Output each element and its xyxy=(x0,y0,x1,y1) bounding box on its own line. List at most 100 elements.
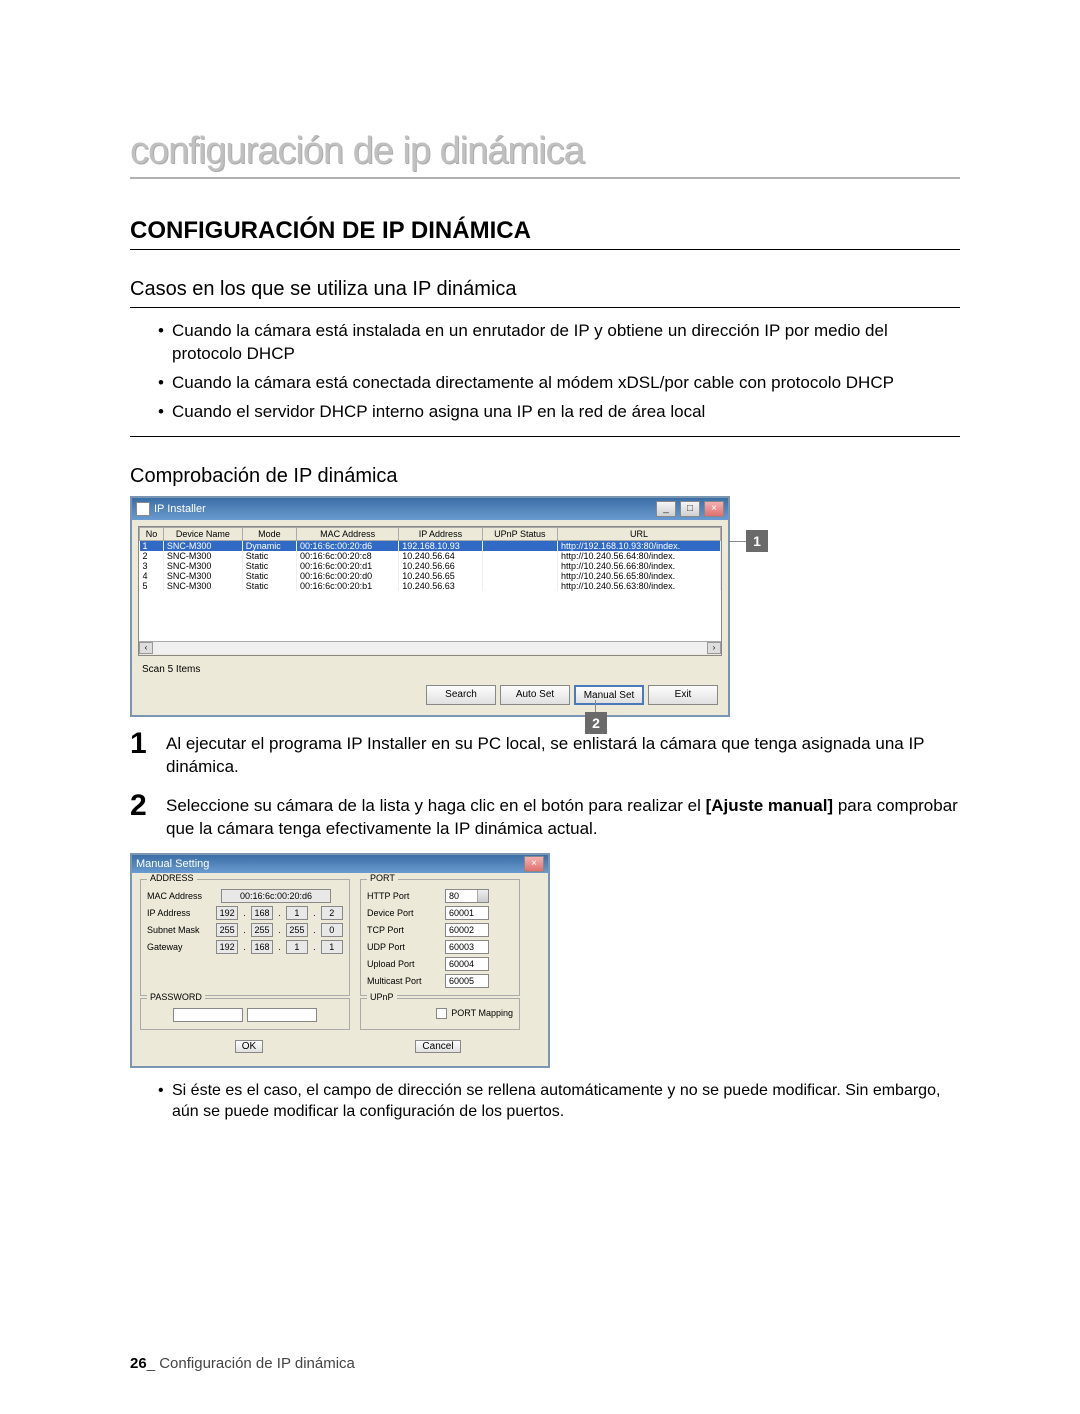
table-cell: SNC-M300 xyxy=(163,561,242,571)
gw-octet: 192 xyxy=(216,940,238,954)
password-input[interactable] xyxy=(173,1008,243,1022)
table-cell: 1 xyxy=(140,540,164,551)
manual-set-button[interactable]: Manual Set xyxy=(574,685,644,705)
port-input[interactable]: 60001 xyxy=(445,906,489,920)
table-cell: Static xyxy=(242,561,296,571)
table-cell: Dynamic xyxy=(242,540,296,551)
device-table[interactable]: No Device Name Mode MAC Address IP Addre… xyxy=(139,527,721,591)
table-cell: 10.240.56.63 xyxy=(399,581,482,591)
scroll-track[interactable] xyxy=(153,642,707,654)
password-legend: PASSWORD xyxy=(147,992,205,1002)
exit-button[interactable]: Exit xyxy=(648,685,718,705)
table-cell: 192.168.10.93 xyxy=(399,540,482,551)
col-device[interactable]: Device Name xyxy=(163,527,242,540)
ok-button[interactable]: OK xyxy=(235,1040,263,1053)
step-text-bold: [Ajuste manual] xyxy=(706,796,834,815)
callout-2: 2 xyxy=(585,712,607,734)
cases-list: Cuando la cámara está instalada en un en… xyxy=(130,320,960,424)
table-cell: 4 xyxy=(140,571,164,581)
ip-octet: 2 xyxy=(321,906,343,920)
footnote-list: Si éste es el caso, el campo de direcció… xyxy=(130,1080,960,1123)
port-label: TCP Port xyxy=(367,925,441,935)
search-button[interactable]: Search xyxy=(426,685,496,705)
maximize-button[interactable]: □ xyxy=(680,501,700,517)
table-cell: 00:16:6c:00:20:c8 xyxy=(297,551,399,561)
password-fieldset: PASSWORD xyxy=(140,998,350,1030)
section-rule xyxy=(130,249,960,250)
manual-setting-dialog: Manual Setting × ADDRESS MAC Address 00:… xyxy=(130,853,550,1068)
port-label: UDP Port xyxy=(367,942,441,952)
table-cell xyxy=(482,561,557,571)
table-cell: http://10.240.56.66:80/index. xyxy=(558,561,721,571)
ip-octet: 1 xyxy=(286,906,308,920)
table-cell: Static xyxy=(242,571,296,581)
window-title: IP Installer xyxy=(154,503,206,515)
gateway-label: Gateway xyxy=(147,942,212,952)
page-number: 26 xyxy=(130,1355,147,1372)
scroll-right-icon[interactable]: › xyxy=(707,642,721,654)
footer-sep: _ xyxy=(147,1355,160,1372)
col-no[interactable]: No xyxy=(140,527,164,540)
col-ip[interactable]: IP Address xyxy=(399,527,482,540)
col-mac[interactable]: MAC Address xyxy=(297,527,399,540)
dialog-titlebar: Manual Setting × xyxy=(132,855,548,873)
port-input[interactable]: 60004 xyxy=(445,957,489,971)
close-button[interactable]: × xyxy=(704,501,724,517)
step-text: Al ejecutar el programa IP Installer en … xyxy=(166,729,960,779)
list-item: Cuando el servidor DHCP interno asigna u… xyxy=(158,401,960,424)
port-label: HTTP Port xyxy=(367,891,441,901)
list-item: Cuando la cámara está conectada directam… xyxy=(158,372,960,395)
list-item: Cuando la cámara está instalada en un en… xyxy=(158,320,960,366)
port-input[interactable]: 60005 xyxy=(445,974,489,988)
table-cell: 00:16:6c:00:20:d1 xyxy=(297,561,399,571)
dialog-title: Manual Setting xyxy=(136,858,209,870)
scroll-left-icon[interactable]: ‹ xyxy=(139,642,153,654)
port-legend: PORT xyxy=(367,873,398,883)
col-url[interactable]: URL xyxy=(558,527,721,540)
mac-label: MAC Address xyxy=(147,891,217,901)
port-fieldset: PORT HTTP Port80Device Port60001TCP Port… xyxy=(360,879,520,996)
col-upnp[interactable]: UPnP Status xyxy=(482,527,557,540)
table-row[interactable]: 2SNC-M300Static00:16:6c:00:20:c810.240.5… xyxy=(140,551,721,561)
ip-octet: 168 xyxy=(251,906,273,920)
port-label: Device Port xyxy=(367,908,441,918)
auto-set-button[interactable]: Auto Set xyxy=(500,685,570,705)
window-footer: Search Auto Set Manual Set Exit xyxy=(132,681,728,715)
port-mapping-label: PORT Mapping xyxy=(451,1008,513,1018)
port-mapping-checkbox[interactable] xyxy=(436,1008,447,1019)
ip-installer-window: IP Installer _ □ × No Device Name Mode M… xyxy=(130,496,730,717)
mask-octet: 255 xyxy=(251,923,273,937)
table-cell: 10.240.56.64 xyxy=(399,551,482,561)
table-cell: http://10.240.56.65:80/index. xyxy=(558,571,721,581)
table-row[interactable]: 5SNC-M300Static00:16:6c:00:20:b110.240.5… xyxy=(140,581,721,591)
col-mode[interactable]: Mode xyxy=(242,527,296,540)
table-cell: Static xyxy=(242,551,296,561)
table-cell: 00:16:6c:00:20:d6 xyxy=(297,540,399,551)
port-input[interactable]: 60003 xyxy=(445,940,489,954)
table-cell xyxy=(482,571,557,581)
port-input[interactable]: 80 xyxy=(445,889,489,903)
cases-rule-bottom xyxy=(130,436,960,437)
mask-octet: 0 xyxy=(321,923,343,937)
password-confirm-input[interactable] xyxy=(247,1008,317,1022)
table-row[interactable]: 1SNC-M300Dynamic00:16:6c:00:20:d6192.168… xyxy=(140,540,721,551)
table-cell: 10.240.56.65 xyxy=(399,571,482,581)
table-cell xyxy=(482,551,557,561)
table-cell: 10.240.56.66 xyxy=(399,561,482,571)
cancel-button[interactable]: Cancel xyxy=(415,1040,460,1053)
footer-text: Configuración de IP dinámica xyxy=(159,1355,355,1372)
port-input[interactable]: 60002 xyxy=(445,923,489,937)
table-cell: 5 xyxy=(140,581,164,591)
step-2: 2 Seleccione su cámara de la lista y hag… xyxy=(130,791,960,841)
gw-octet: 168 xyxy=(251,940,273,954)
upnp-fieldset: UPnP PORT Mapping xyxy=(360,998,520,1030)
table-cell xyxy=(482,581,557,591)
horizontal-scrollbar[interactable]: ‹ › xyxy=(139,641,721,655)
minimize-button[interactable]: _ xyxy=(656,501,676,517)
dialog-close-button[interactable]: × xyxy=(524,856,544,872)
table-row[interactable]: 4SNC-M300Static00:16:6c:00:20:d010.240.5… xyxy=(140,571,721,581)
upnp-legend: UPnP xyxy=(367,992,397,1002)
table-row[interactable]: 3SNC-M300Static00:16:6c:00:20:d110.240.5… xyxy=(140,561,721,571)
footnote-item: Si éste es el caso, el campo de direcció… xyxy=(158,1080,960,1123)
chapter-title: configuración de ip dinámica xyxy=(130,130,960,179)
